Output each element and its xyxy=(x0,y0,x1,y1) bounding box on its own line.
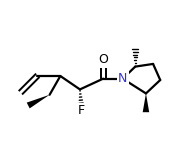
Text: O: O xyxy=(98,53,108,66)
Polygon shape xyxy=(27,95,50,108)
Polygon shape xyxy=(143,93,149,112)
Text: N: N xyxy=(118,72,127,85)
Text: F: F xyxy=(78,104,85,117)
